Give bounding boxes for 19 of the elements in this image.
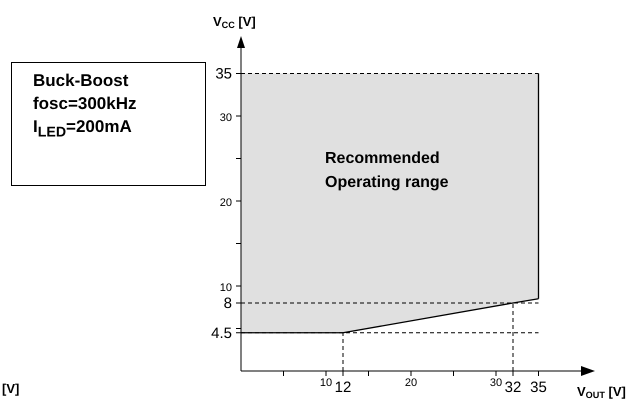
y-tick-label: 35 <box>215 66 232 82</box>
annotation: Recommended Operating range <box>325 150 449 191</box>
y-tick-label: 30 <box>220 112 232 124</box>
y-tick-label: 8 <box>224 295 232 312</box>
x-tick-label: 32 <box>504 379 522 396</box>
text: Buck-Boost <box>33 71 128 90</box>
y-tick-label: 20 <box>220 197 232 209</box>
x-tick-label: 35 <box>530 379 547 396</box>
x-axis-title: V$_{OUT}$ [V] <box>577 384 626 400</box>
x-tick-label: 30 <box>490 377 502 389</box>
y-tick-label: 10 <box>220 282 232 294</box>
text: I$_{LED}$=200mA <box>33 117 132 140</box>
x-tick-label: 10 <box>320 377 332 389</box>
text: [V] <box>2 381 20 396</box>
text: fosc=300kHz <box>33 94 136 113</box>
x-tick-label: 12 <box>334 379 352 396</box>
y-tick-label: 4.5 <box>211 324 232 342</box>
x-tick-label: 20 <box>404 377 418 389</box>
y-axis-title: V$_{CC}$ [V] <box>213 14 256 30</box>
